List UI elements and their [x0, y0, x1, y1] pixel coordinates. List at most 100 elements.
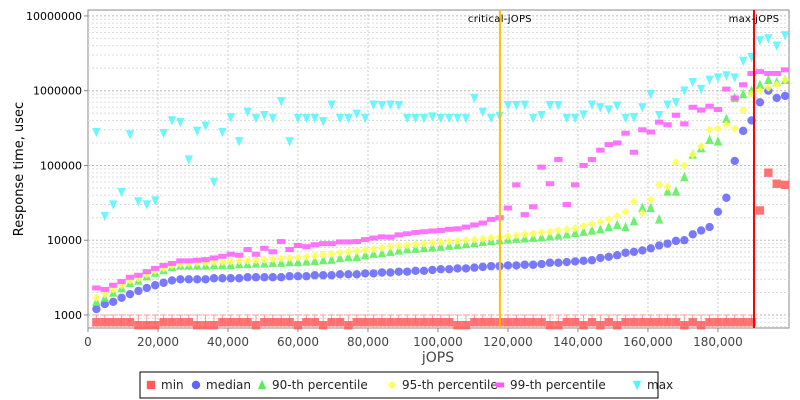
data-point: [192, 321, 202, 330]
data-point: [92, 318, 101, 327]
data-point: [310, 271, 319, 280]
data-point: [201, 321, 210, 330]
data-point: [461, 321, 471, 330]
data-point: [738, 105, 748, 115]
legend-label: 95-th percentile: [402, 378, 498, 392]
legend-label: 99-th percentile: [510, 378, 606, 392]
data-point: [461, 224, 471, 230]
data-point: [201, 275, 210, 284]
data-point: [764, 168, 773, 177]
data-point: [722, 113, 731, 124]
data-point: [386, 100, 395, 110]
data-point: [772, 41, 781, 51]
data-point: [268, 273, 277, 282]
data-point: [167, 276, 177, 285]
data-point: [344, 247, 353, 257]
data-point: [554, 258, 563, 267]
data-point: [411, 240, 420, 249]
data-point: [671, 318, 681, 327]
data-point: [100, 211, 109, 222]
data-point: [276, 254, 286, 263]
data-point: [629, 318, 639, 327]
data-point: [570, 257, 580, 266]
data-point: [486, 261, 496, 271]
data-point: [545, 100, 555, 111]
data-point: [730, 124, 739, 133]
data-point: [100, 318, 109, 327]
data-point: [159, 318, 168, 327]
data-point: [318, 321, 328, 330]
data-point: [108, 318, 118, 327]
data-point: [260, 273, 269, 282]
data-point: [554, 157, 563, 163]
data-point: [436, 238, 445, 247]
data-point: [352, 270, 361, 279]
legend-label: min: [161, 378, 184, 392]
data-point: [285, 318, 294, 327]
data-point: [285, 137, 294, 147]
data-point: [562, 318, 571, 327]
y-tick-label: 10000: [47, 234, 82, 247]
data-point: [251, 321, 261, 330]
data-point: [764, 70, 773, 76]
data-point: [638, 246, 647, 255]
legend-label: median: [206, 378, 251, 392]
data-point: [419, 229, 429, 235]
data-point: [411, 318, 420, 327]
data-point: [268, 318, 277, 327]
data-point: [688, 150, 697, 159]
data-point: [780, 31, 790, 41]
data-point: [234, 256, 244, 266]
data-point: [654, 111, 664, 121]
data-point: [705, 134, 714, 145]
data-point: [209, 255, 219, 261]
data-point: [621, 221, 630, 232]
data-point: [302, 318, 311, 327]
data-point: [260, 245, 269, 251]
data-point: [444, 226, 454, 232]
data-point: [142, 321, 151, 330]
data-point: [176, 258, 185, 264]
data-point: [92, 293, 101, 302]
data-point: [276, 97, 286, 107]
data-point: [117, 318, 126, 327]
data-point: [755, 98, 765, 107]
data-point: [377, 234, 387, 240]
y-tick-label: 10000000: [26, 10, 82, 23]
data-point: [604, 105, 613, 115]
data-point: [352, 246, 361, 256]
data-point: [108, 297, 118, 307]
legend-marker: [146, 380, 156, 390]
data-point: [722, 86, 731, 92]
data-point: [125, 289, 135, 299]
data-point: [377, 268, 387, 277]
data-point: [218, 257, 227, 267]
data-point: [377, 248, 387, 258]
data-point: [696, 107, 706, 113]
data-point: [654, 318, 664, 327]
data-point: [722, 193, 731, 202]
data-point: [184, 318, 193, 327]
data-point: [638, 318, 647, 327]
data-point: [537, 111, 546, 121]
data-point: [150, 321, 160, 330]
data-point: [436, 318, 445, 327]
data-point: [486, 113, 496, 124]
data-point: [629, 197, 639, 206]
data-point: [713, 124, 723, 133]
x-tick-label: 60,000: [277, 335, 319, 349]
series-median: [92, 86, 790, 314]
data-point: [512, 231, 521, 240]
data-point: [638, 208, 647, 218]
data-point: [92, 127, 101, 138]
data-point: [730, 73, 739, 83]
data-point: [436, 227, 445, 233]
data-point: [780, 91, 790, 101]
data-point: [176, 318, 185, 327]
legend-marker: [632, 380, 642, 391]
data-point: [503, 205, 513, 211]
data-point: [360, 113, 370, 124]
data-point: [176, 117, 185, 128]
data-point: [167, 116, 177, 126]
data-point: [419, 239, 429, 248]
